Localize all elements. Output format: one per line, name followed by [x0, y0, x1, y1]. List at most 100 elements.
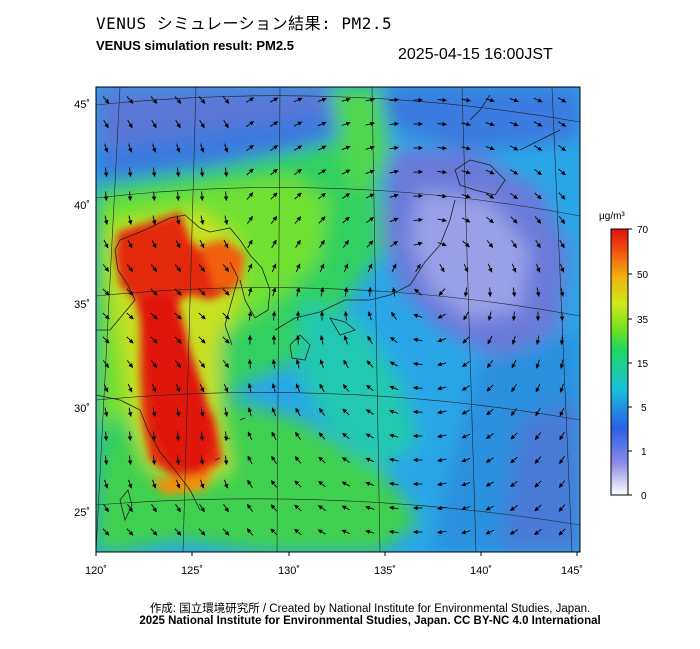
wind-arrow [558, 480, 566, 488]
wind-arrow [485, 145, 495, 151]
wind-arrow [104, 143, 109, 153]
wind-arrow [533, 145, 543, 151]
wind-arrow [294, 528, 302, 536]
wind-arrow [413, 313, 423, 318]
wind-arrow [198, 360, 206, 368]
colorbar [610, 228, 629, 496]
wind-arrow [294, 168, 302, 176]
wind-arrow [174, 528, 182, 536]
wind-arrow [534, 168, 542, 176]
license-line: 2025 National Institute for Environmenta… [139, 615, 601, 627]
wind-arrow [437, 481, 447, 487]
wind-arrow [247, 479, 253, 489]
wind-arrow [222, 528, 230, 536]
wind-arrow [413, 385, 423, 391]
wind-arrow [487, 263, 493, 273]
wind-arrow [271, 263, 277, 273]
wind-arrow [246, 121, 255, 127]
wind-arrow [247, 311, 253, 321]
wind-arrow [271, 383, 277, 393]
colorbar-tick-label: 50 [637, 270, 649, 281]
wind-arrow [487, 311, 493, 321]
wind-arrow [437, 121, 447, 127]
wind-arrow [511, 384, 517, 393]
wind-arrow [270, 528, 278, 536]
wind-arrow [437, 313, 447, 319]
wind-arrow [341, 121, 351, 126]
wind-arrow [295, 335, 301, 345]
wind-arrow [127, 239, 133, 249]
wind-arrow [558, 192, 566, 200]
wind-arrow [389, 169, 399, 175]
wind-arrow [318, 456, 326, 464]
wind-arrow [461, 97, 471, 103]
wind-arrow [461, 433, 471, 439]
wind-arrow [271, 239, 277, 249]
wind-arrow [559, 263, 565, 273]
wind-arrow [175, 167, 181, 177]
wind-arrow [486, 384, 494, 392]
colorbar-ticks: 70 50 35 15 5 1 0 [637, 225, 649, 502]
wind-arrow [534, 216, 542, 224]
wind-arrow [509, 505, 518, 511]
wind-arrow [461, 169, 471, 175]
wind-arrow [486, 216, 494, 224]
wind-arrow [127, 431, 133, 441]
colorbar-unit: μg/m³ [599, 211, 625, 222]
wind-arrow [295, 431, 301, 440]
wind-arrow [461, 530, 471, 535]
wind-arrow [391, 287, 397, 297]
wind-arrow [174, 264, 182, 272]
wind-arrow [317, 505, 326, 511]
wind-arrow [150, 96, 158, 104]
wind-arrow [389, 505, 399, 511]
wind-arrow [365, 193, 375, 199]
wind-arrow [199, 503, 205, 513]
wind-arrow [246, 528, 254, 536]
wind-arrow [535, 287, 541, 297]
wind-arrow [341, 169, 351, 175]
wind-arrow [485, 529, 495, 535]
wind-arrow [437, 409, 447, 415]
wind-arrow [224, 479, 229, 489]
wind-arrow [318, 480, 326, 488]
wind-arrow [486, 408, 494, 416]
wind-arrow [102, 360, 110, 368]
wind-arrow [559, 311, 565, 321]
wind-arrow [103, 503, 109, 513]
wind-arrow [127, 215, 133, 225]
wind-arrow [175, 119, 181, 129]
colorbar-tick-label: 1 [641, 447, 647, 458]
wind-arrow [510, 192, 518, 200]
wind-arrow [103, 383, 109, 393]
wind-arrow [437, 97, 447, 103]
wind-arrow [365, 529, 375, 535]
wind-arrow [127, 383, 133, 393]
wind-arrow [223, 239, 229, 249]
wind-arrow [511, 311, 517, 321]
wind-arrow [270, 480, 278, 488]
wind-arrow [150, 312, 158, 320]
title-japanese: VENUS シミュレーション結果: PM2.5 [96, 14, 393, 33]
wind-arrow [246, 168, 254, 176]
wind-arrow [534, 480, 542, 488]
wind-arrow [558, 528, 566, 536]
wind-arrow [174, 312, 182, 320]
wind-arrow [559, 287, 565, 297]
wind-arrow [437, 337, 447, 343]
map-frame [95, 86, 581, 553]
lat-tick-label: 25˚ [74, 507, 90, 519]
wind-arrow [437, 457, 447, 463]
wind-arrow [559, 239, 565, 249]
wind-arrow [270, 504, 278, 512]
wind-arrow [175, 431, 181, 441]
wind-arrow [200, 143, 205, 153]
wind-arrow [222, 360, 230, 368]
wind-arrow [533, 97, 543, 103]
wind-arrow [317, 121, 327, 127]
wind-arrow [437, 529, 447, 535]
wind-arrow [533, 121, 543, 127]
wind-arrow [295, 311, 301, 321]
wind-arrow [247, 287, 253, 297]
